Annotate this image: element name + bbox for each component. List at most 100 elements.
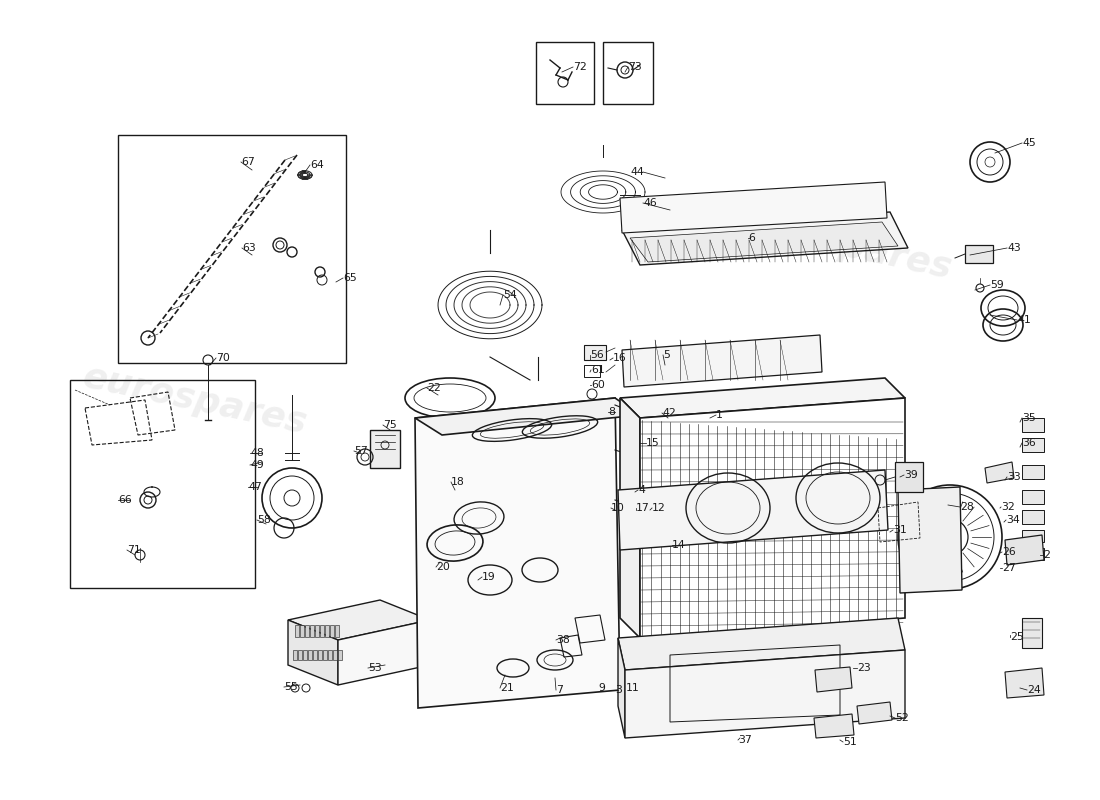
Bar <box>324 625 329 637</box>
Polygon shape <box>1005 668 1044 698</box>
Polygon shape <box>415 398 620 708</box>
Bar <box>315 625 319 637</box>
Polygon shape <box>618 638 625 738</box>
Text: 4: 4 <box>638 485 645 495</box>
Text: 1: 1 <box>716 410 723 420</box>
Text: 19: 19 <box>482 572 496 582</box>
Text: 5: 5 <box>663 350 670 360</box>
Text: 64: 64 <box>310 160 323 170</box>
Text: 57: 57 <box>354 446 367 456</box>
Text: 39: 39 <box>904 470 917 480</box>
Text: 75: 75 <box>383 420 397 430</box>
Text: 65: 65 <box>343 273 356 283</box>
Text: 42: 42 <box>662 408 675 418</box>
Bar <box>310 625 314 637</box>
Text: eurospares: eurospares <box>725 205 955 286</box>
Bar <box>1022 548 1044 560</box>
Bar <box>320 625 323 637</box>
Polygon shape <box>621 212 907 265</box>
Text: 20: 20 <box>436 562 450 572</box>
Bar <box>536 42 594 104</box>
Polygon shape <box>640 398 905 638</box>
Bar <box>1022 530 1044 542</box>
Bar <box>965 245 993 263</box>
Bar <box>318 650 321 660</box>
Text: 7: 7 <box>556 685 563 695</box>
Bar <box>298 650 301 660</box>
Text: 11: 11 <box>626 683 640 693</box>
Text: 61: 61 <box>591 365 605 375</box>
Text: 26: 26 <box>1002 547 1015 557</box>
Bar <box>300 625 304 637</box>
Polygon shape <box>1005 535 1044 565</box>
Text: 53: 53 <box>368 663 382 673</box>
Bar <box>584 365 600 377</box>
Bar <box>333 650 337 660</box>
Text: 47: 47 <box>248 482 262 492</box>
Bar <box>1022 490 1044 504</box>
Text: 45: 45 <box>1022 138 1036 148</box>
Text: 2: 2 <box>1043 550 1049 560</box>
Polygon shape <box>620 378 905 418</box>
Text: 33: 33 <box>1006 472 1021 482</box>
Text: 59: 59 <box>990 280 1003 290</box>
Bar <box>1022 465 1044 479</box>
Polygon shape <box>618 470 888 550</box>
Polygon shape <box>288 620 338 685</box>
Polygon shape <box>815 667 852 692</box>
Text: 34: 34 <box>1006 515 1020 525</box>
Text: eurospares: eurospares <box>79 360 310 440</box>
Text: 55: 55 <box>284 682 298 692</box>
Text: 17: 17 <box>636 503 650 513</box>
Bar <box>314 650 317 660</box>
Bar <box>302 650 307 660</box>
Text: 12: 12 <box>652 503 666 513</box>
Bar <box>1022 510 1044 524</box>
Bar <box>370 430 400 468</box>
Polygon shape <box>338 620 430 685</box>
Bar <box>328 650 331 660</box>
Text: 25: 25 <box>1010 632 1024 642</box>
Polygon shape <box>625 650 905 738</box>
Text: 52: 52 <box>895 713 909 723</box>
Text: 46: 46 <box>644 198 657 208</box>
Text: 3: 3 <box>615 685 622 695</box>
Text: 18: 18 <box>451 477 464 487</box>
Text: 21: 21 <box>500 683 514 693</box>
Text: 35: 35 <box>1022 413 1036 423</box>
Text: 63: 63 <box>242 243 255 253</box>
Text: 54: 54 <box>503 290 517 300</box>
Polygon shape <box>630 222 898 262</box>
Text: 22: 22 <box>427 383 441 393</box>
Text: 8: 8 <box>608 407 615 417</box>
Bar <box>70 380 255 588</box>
Text: 28: 28 <box>960 502 974 512</box>
Text: 23: 23 <box>857 663 871 673</box>
Text: 56: 56 <box>590 350 604 360</box>
Text: 71: 71 <box>126 545 141 555</box>
Polygon shape <box>288 600 430 640</box>
Text: 37: 37 <box>738 735 751 745</box>
Bar <box>293 650 297 660</box>
Text: 15: 15 <box>646 438 660 448</box>
Bar <box>1022 438 1044 452</box>
Polygon shape <box>415 398 640 435</box>
Text: 41: 41 <box>1018 315 1031 325</box>
Text: 10: 10 <box>610 503 625 513</box>
Bar <box>308 650 311 660</box>
Text: 14: 14 <box>672 540 685 550</box>
Text: 51: 51 <box>843 737 857 747</box>
Text: 9: 9 <box>598 683 605 693</box>
Text: 70: 70 <box>216 353 230 363</box>
Bar <box>305 625 308 637</box>
Bar <box>895 462 923 492</box>
Polygon shape <box>984 462 1014 483</box>
Bar <box>336 625 339 637</box>
Text: 32: 32 <box>1001 502 1014 512</box>
Text: 38: 38 <box>556 635 570 645</box>
Text: 58: 58 <box>257 515 271 525</box>
Bar <box>1022 618 1042 648</box>
Text: 16: 16 <box>613 353 627 363</box>
Text: 31: 31 <box>893 525 906 535</box>
Polygon shape <box>898 487 962 593</box>
